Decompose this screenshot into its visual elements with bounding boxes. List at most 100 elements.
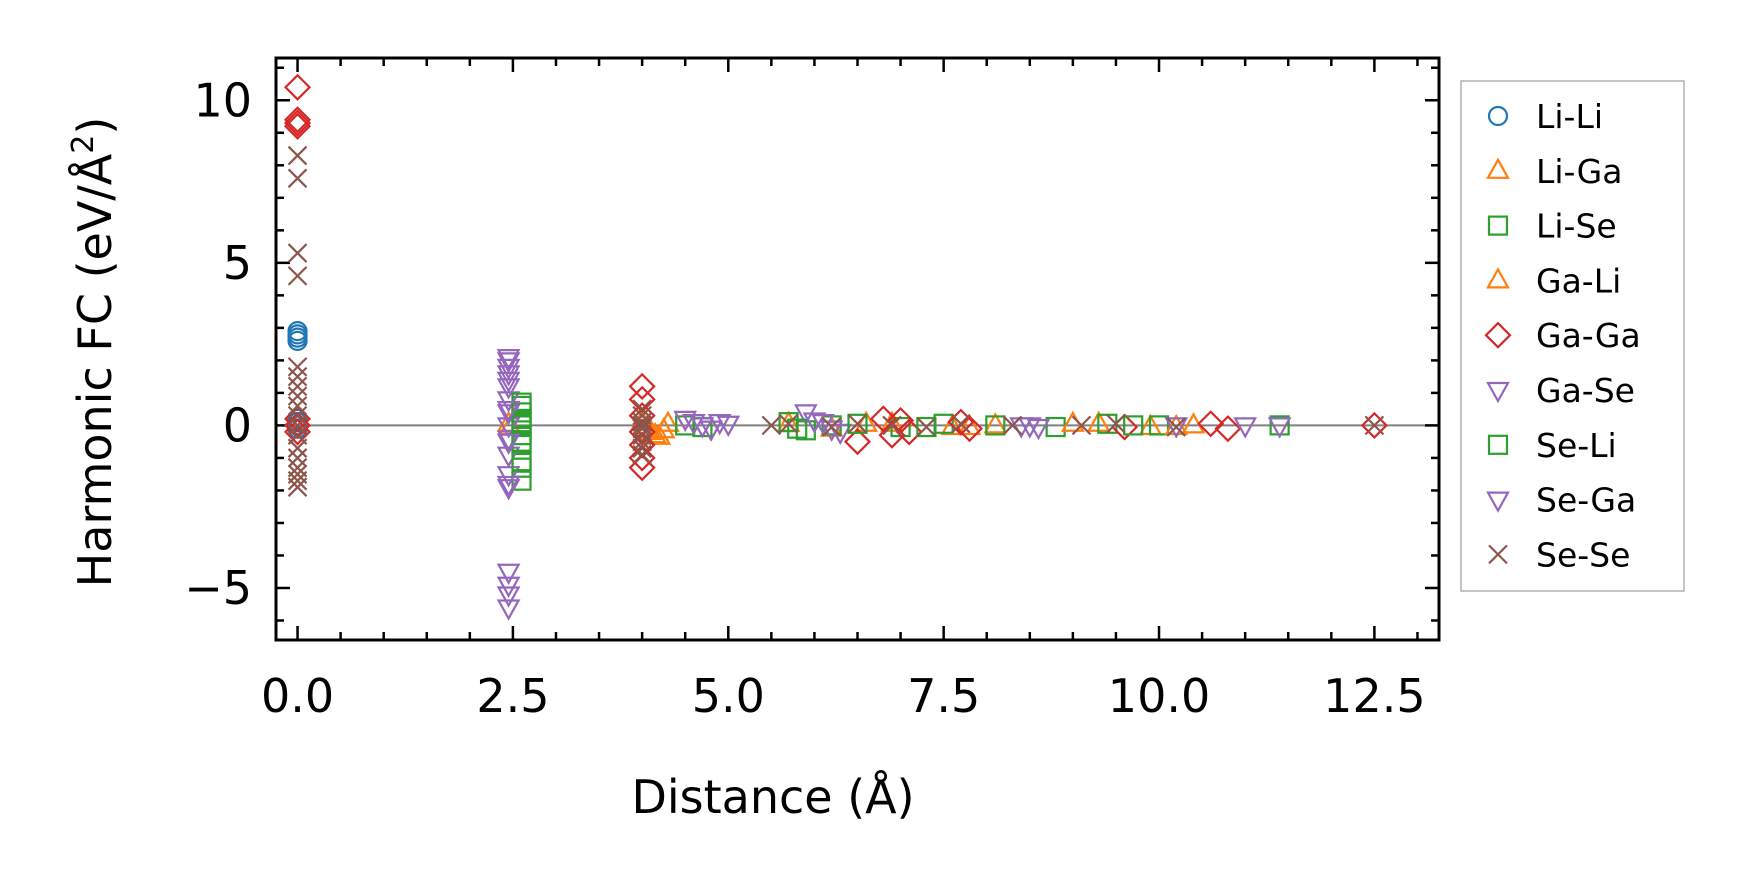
data-point [1364, 415, 1385, 436]
data-point [1002, 415, 1023, 436]
data-point [707, 414, 732, 436]
legend-item: Se-Li [1487, 426, 1617, 465]
data-point [1164, 417, 1189, 439]
data-point [1267, 417, 1292, 439]
legend-label: Se-Se [1536, 535, 1630, 574]
data-point [847, 413, 868, 434]
legend-item: Se-Se [1488, 535, 1630, 574]
y-axis-label: Harmonic FC (eV/Å2) [66, 117, 122, 588]
data-point [496, 563, 521, 585]
data-point [287, 366, 308, 387]
data-point [802, 412, 827, 434]
data-point [778, 414, 799, 434]
data-point [496, 599, 521, 621]
legend-label: Li-Ga [1536, 152, 1622, 191]
data-point [983, 412, 1008, 434]
legend-item: Ga-Ga [1484, 316, 1641, 355]
data-point [957, 413, 982, 436]
data-point [673, 410, 698, 433]
data-point [985, 415, 1006, 436]
data-point [1233, 417, 1258, 439]
y-tick-label: 0 [223, 398, 252, 452]
data-point [287, 438, 308, 458]
legend-label: Ga-Ga [1536, 316, 1641, 355]
data-point [1017, 417, 1042, 439]
legend-label: Li-Se [1536, 207, 1617, 246]
data-point [632, 415, 652, 436]
data-point [1123, 415, 1144, 436]
legend-marker [1488, 544, 1508, 565]
legend-item: Li-Ga [1486, 152, 1622, 191]
data-point [287, 266, 308, 286]
data-point [496, 349, 521, 371]
data-point [716, 415, 741, 438]
data-point [916, 416, 937, 438]
data-point [699, 420, 723, 442]
legend-marker [1484, 321, 1512, 349]
y-tick-label: 5 [223, 236, 252, 290]
data-point [951, 414, 971, 434]
data-point [1166, 417, 1187, 437]
legend-box [1460, 80, 1685, 592]
data-point [287, 470, 308, 491]
data-point [283, 106, 312, 134]
x-tick-label: 7.5 [907, 669, 980, 723]
data-point [287, 330, 308, 351]
legend-marker [1486, 491, 1510, 513]
legend-item: Li-Li [1487, 97, 1603, 136]
data-point [1360, 411, 1388, 439]
legend-item: Ga-Se [1486, 371, 1635, 410]
data-point [632, 444, 652, 465]
data-point [287, 145, 308, 166]
y-tick-label: −5 [184, 561, 252, 615]
plot-area: 0.0 2.5 5.0 7.5 10.0 12.5 −5 0 5 10 [184, 56, 1441, 723]
x-tick-label: 12.5 [1323, 669, 1425, 723]
data-point [882, 415, 902, 436]
data-point [628, 372, 656, 400]
data-point [287, 168, 308, 189]
data-point [1106, 414, 1126, 434]
data-point [511, 431, 532, 452]
data-point [496, 586, 521, 608]
series-se-li [511, 392, 1144, 472]
data-point [287, 477, 308, 497]
data-point [496, 433, 521, 455]
data-point [681, 414, 706, 436]
series-se-se [287, 145, 1385, 497]
legend-label: Ga-Li [1536, 261, 1621, 300]
x-tick-label: 2.5 [476, 669, 549, 723]
data-point [287, 405, 308, 426]
data-point [287, 376, 308, 397]
data-point [940, 413, 965, 436]
data-point [283, 109, 312, 137]
data-point [1214, 415, 1242, 443]
data-point [496, 358, 521, 381]
data-point [496, 479, 521, 501]
data-point [287, 415, 308, 436]
legend-marker [1486, 267, 1510, 289]
legend-item: Ga-Li [1486, 261, 1621, 300]
y-tick-label: 10 [193, 73, 252, 127]
data-point [496, 352, 521, 374]
data-point [496, 378, 521, 400]
data-point [287, 357, 308, 377]
data-point [821, 417, 842, 437]
legend-marker [1486, 381, 1510, 404]
data-point [496, 401, 521, 423]
data-point [787, 418, 808, 439]
legend: Li-Li Li-Ga Li-Se Ga-Li Ga-Ga Ga-Se Se-Li Se-Ga… [1460, 80, 1685, 592]
data-point [511, 412, 532, 433]
data-point [632, 438, 652, 458]
legend-item: Se-Ga [1486, 481, 1636, 520]
data-point [1148, 415, 1170, 436]
data-point [847, 414, 868, 434]
data-point [1071, 415, 1092, 436]
legend-marker [1487, 434, 1509, 455]
data-point [283, 112, 312, 140]
x-tick-label: 0.0 [261, 669, 334, 723]
data-point [843, 428, 872, 456]
x-tick-label: 5.0 [692, 669, 765, 723]
data-point [287, 396, 308, 416]
data-point [496, 371, 521, 394]
data-point [1164, 413, 1189, 436]
